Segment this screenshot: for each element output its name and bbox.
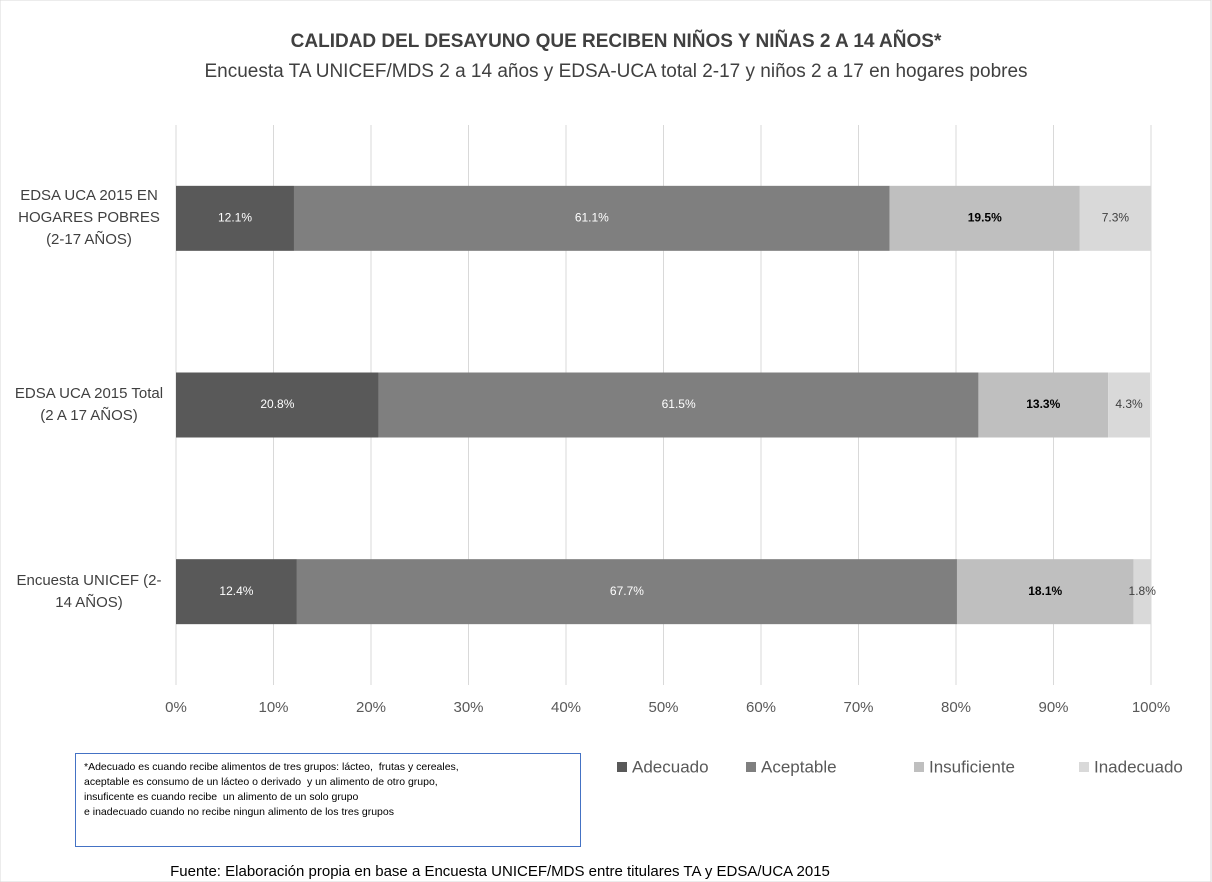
x-tick-label: 100% — [1132, 699, 1170, 716]
legend-label: Inadecuado — [1094, 757, 1183, 776]
bar-segment — [1079, 185, 1151, 251]
x-tick-label: 30% — [453, 699, 483, 716]
bar-segment — [978, 372, 1109, 438]
legend-swatch — [746, 762, 756, 772]
x-tick-label: 60% — [746, 699, 776, 716]
source: Fuente: Elaboración propia en base a Enc… — [170, 863, 830, 880]
bar-segment — [296, 559, 957, 625]
bar-segment — [176, 559, 297, 625]
x-tick-label: 70% — [843, 699, 873, 716]
x-tick-label: 50% — [648, 699, 678, 716]
x-tick-label: 10% — [258, 699, 288, 716]
note-line: e inadecuado cuando no recibe ningun ali… — [84, 806, 394, 818]
x-tick-label: 80% — [941, 699, 971, 716]
data-label: 61.1% — [575, 211, 609, 225]
bar-segment — [1108, 372, 1151, 438]
x-tick-label: 20% — [356, 699, 386, 716]
data-label: 12.1% — [218, 211, 252, 225]
category-label: Encuesta UNICEF (2-14 AÑOS) — [16, 571, 162, 611]
note-box: *Adecuado es cuando recibe alimentos de … — [75, 753, 581, 847]
data-label: 12.4% — [219, 584, 253, 598]
legend-swatch — [914, 762, 924, 772]
note-line: *Adecuado es cuando recibe alimentos de … — [84, 761, 459, 773]
bar-segment — [1133, 559, 1151, 625]
bar-segment — [293, 185, 890, 251]
category-label: EDSA UCA 2015 Total (2 A 17 AÑOS) — [14, 385, 164, 424]
data-label: 13.3% — [1026, 397, 1060, 411]
legend-label: Aceptable — [761, 757, 837, 776]
chart-title: CALIDAD DEL DESAYUNO QUE RECIBEN NIÑOS Y… — [291, 30, 942, 52]
bar-segment — [956, 559, 1134, 625]
data-label: 67.7% — [610, 584, 644, 598]
data-label: 19.5% — [968, 211, 1002, 225]
data-label: 20.8% — [260, 397, 294, 411]
legend-label: Adecuado — [632, 757, 709, 776]
x-tick-label: 0% — [165, 699, 187, 716]
x-tick-label: 40% — [551, 699, 581, 716]
legend-swatch — [1079, 762, 1089, 772]
data-label: 7.3% — [1102, 211, 1130, 225]
bar-segment — [889, 185, 1080, 251]
data-label: 18.1% — [1028, 584, 1062, 598]
bar-segment — [378, 372, 979, 438]
data-label: 61.5% — [662, 397, 696, 411]
legend-label: Insuficiente — [929, 757, 1015, 776]
data-label: 1.8% — [1129, 584, 1157, 598]
category-label: EDSA UCA 2015 EN HOGARES POBRES (2-17 AÑ… — [18, 187, 160, 249]
chart-subtitle: Encuesta TA UNICEF/MDS 2 a 14 años y EDS… — [204, 61, 1027, 82]
note-line: aceptable es consumo de un lácteo o deri… — [84, 776, 438, 788]
note-line: insuficente es cuando recibe un alimento… — [84, 791, 359, 803]
x-tick-label: 90% — [1038, 699, 1068, 716]
legend-swatch — [617, 762, 627, 772]
data-label: 4.3% — [1115, 397, 1143, 411]
bar-segment — [176, 372, 379, 438]
bar-segment — [176, 185, 294, 251]
